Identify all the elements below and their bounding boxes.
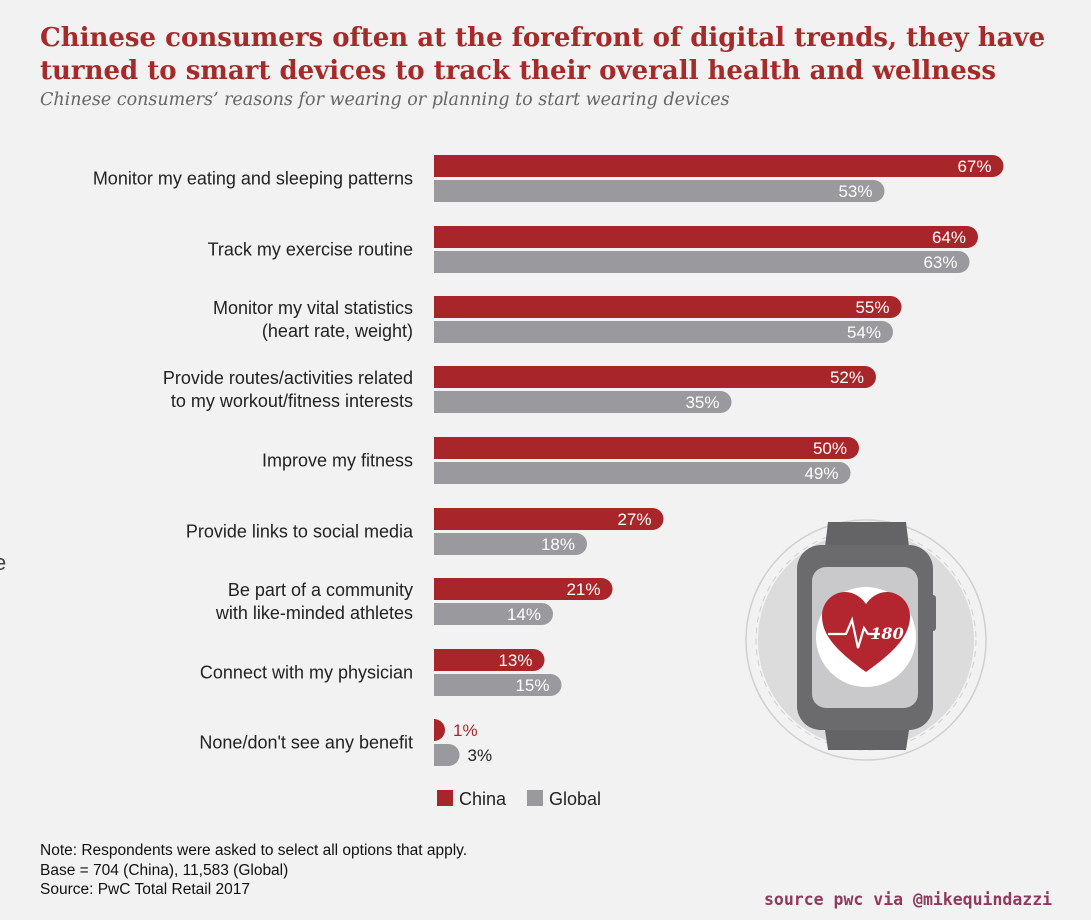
category-label-line: Improve my fitness (262, 451, 413, 471)
category-label-line: Monitor my eating and sleeping patterns (93, 169, 413, 189)
category-label: None/don't see any benefit (199, 733, 413, 753)
category-label: Monitor my eating and sleeping patterns (93, 169, 413, 189)
category-label: Connect with my physician (200, 663, 413, 683)
bar-global (434, 321, 893, 343)
chart-notes: Note: Respondents were asked to select a… (40, 841, 740, 898)
heart-rate-label: 180 (870, 624, 903, 643)
data-label: 55% (855, 298, 889, 317)
bar-china (434, 508, 664, 530)
category-label: Track my exercise routine (208, 240, 413, 260)
bar-global (434, 603, 553, 625)
bar-global (434, 744, 460, 766)
bar-china (434, 296, 902, 318)
category-label-line: None/don't see any benefit (199, 733, 413, 753)
data-label: 1% (453, 721, 478, 740)
bar-china (434, 649, 545, 671)
data-label: 54% (847, 323, 881, 342)
data-label: 15% (515, 676, 549, 695)
data-label: 49% (804, 464, 838, 483)
category-label-line: (heart rate, weight) (262, 321, 413, 341)
category-label-line: Be part of a community (228, 580, 413, 600)
bar-global (434, 391, 732, 413)
data-label: 63% (923, 253, 957, 272)
chart-subtitle: Chinese consumers’ reasons for wearing o… (40, 90, 730, 110)
data-label: 53% (838, 182, 872, 201)
chart-title: Chinese consumers often at the forefront… (40, 23, 1046, 86)
data-label: 35% (685, 393, 719, 412)
category-label-line: with like-minded athletes (215, 603, 413, 623)
category-label: Be part of a community with like-minded a… (215, 580, 413, 623)
bar-global (434, 180, 885, 202)
bar-global (434, 462, 851, 484)
data-label: 18% (541, 535, 575, 554)
data-label: 52% (830, 368, 864, 387)
category-label-line: Track my exercise routine (208, 240, 413, 260)
data-label: 64% (932, 228, 966, 247)
smartwatch-icon: 180 (745, 519, 987, 761)
legend-label: China (459, 789, 507, 809)
category-label-line: Provide links to social media (186, 522, 414, 542)
bar-china (434, 155, 1004, 177)
bar-global (434, 251, 970, 273)
note-line: Source: PwC Total Retail 2017 (40, 881, 250, 898)
legend-swatch-china (437, 790, 453, 806)
data-label: 50% (813, 439, 847, 458)
bar-china (434, 719, 445, 741)
data-label: 27% (617, 510, 651, 529)
bar-china (434, 578, 613, 600)
category-label: Improve my fitness (262, 451, 413, 471)
data-label: 67% (957, 157, 991, 176)
cropped-edge-letter: e (0, 550, 7, 575)
category-label: Provide links to social media (186, 522, 414, 542)
legend-swatch-global (527, 790, 543, 806)
bar-chart: 180 Monitor my eating and sleeping patte… (93, 155, 1004, 809)
note-line: Note: Respondents were asked to select a… (40, 842, 468, 859)
data-label: 21% (566, 580, 600, 599)
category-label: Provide routes/activities related to my w… (163, 368, 413, 411)
watermark-credit: source pwc via @mikequindazzi (764, 890, 1053, 909)
data-label: 13% (498, 651, 532, 670)
data-label: 14% (507, 605, 541, 624)
category-label-line: to my workout/fitness interests (171, 391, 413, 411)
category-label: Monitor my vital statistics (heart rate, … (213, 298, 413, 341)
bar-global (434, 674, 562, 696)
category-label-line: Connect with my physician (200, 663, 413, 683)
bar-global (434, 533, 587, 555)
bar-china (434, 437, 859, 459)
data-label: 3% (468, 746, 493, 765)
bar-china (434, 366, 876, 388)
bar-china (434, 226, 978, 248)
category-label-line: Provide routes/activities related (163, 368, 413, 388)
note-line: Base = 704 (China), 11,583 (Global) (40, 861, 289, 879)
legend-label: Global (549, 789, 601, 809)
category-label-line: Monitor my vital statistics (213, 298, 413, 318)
